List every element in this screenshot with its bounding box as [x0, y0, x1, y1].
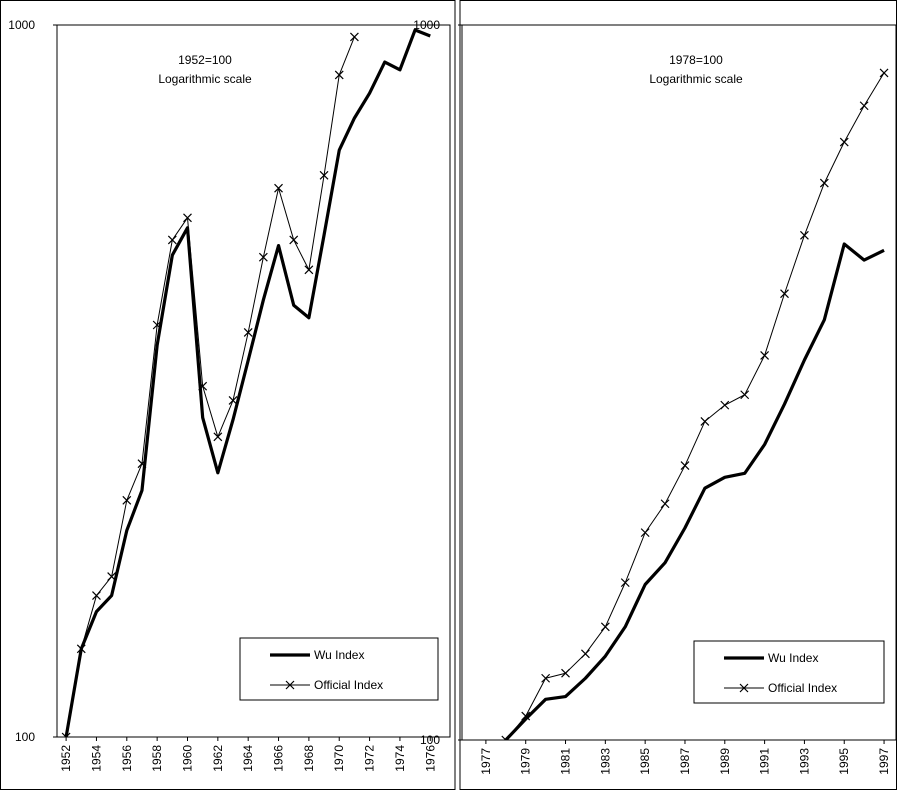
y-tick-label: 1000: [413, 18, 440, 32]
x-tick-label: 1989: [718, 748, 732, 775]
point-marker: [561, 668, 570, 678]
point-marker: [819, 178, 829, 188]
x-tick-label: 1977: [479, 748, 493, 775]
plot-frame: [56, 24, 451, 738]
point-marker: [700, 416, 710, 426]
point-marker: [521, 711, 531, 721]
x-tick-label: 1974: [393, 745, 407, 772]
point-marker: [720, 400, 730, 410]
x-tick-label: 1987: [678, 748, 692, 775]
point-marker: [319, 170, 329, 180]
point-marker: [107, 572, 117, 582]
point-marker: [680, 461, 690, 470]
point-marker: [167, 235, 177, 245]
legend-label: Wu Index: [314, 648, 364, 662]
point-marker: [501, 735, 511, 740]
point-marker: [76, 644, 86, 654]
legend-label: Official Index: [768, 681, 837, 695]
point-marker: [859, 101, 869, 111]
legend-box: [693, 640, 885, 704]
x-tick-label: 1983: [598, 748, 612, 775]
point-marker: [61, 732, 71, 737]
point-marker: [243, 328, 253, 337]
point-marker: [349, 32, 359, 42]
x-tick-label: 1985: [638, 748, 652, 775]
point-marker: [304, 265, 314, 275]
point-marker: [620, 578, 630, 588]
y-tick-label: 100: [420, 733, 440, 747]
point-marker: [600, 622, 610, 632]
point-marker: [183, 213, 192, 223]
x-tick-label: 1976: [423, 745, 437, 772]
x-tick-label: 1968: [302, 745, 316, 772]
y-tick-label: 100: [15, 730, 35, 744]
point-marker: [334, 70, 344, 80]
point-marker: [740, 390, 750, 400]
point-marker: [879, 68, 889, 78]
x-tick-label: 1964: [241, 745, 255, 772]
point-marker: [228, 395, 238, 405]
x-tick-label: 1956: [120, 745, 134, 772]
point-marker: [640, 528, 650, 538]
panel: 100 1000 1977 1979 1981 1983 1985 1987 1989 1991 1…: [413, 0, 897, 790]
x-tick-label: 1966: [272, 745, 286, 772]
point-marker: [289, 235, 299, 245]
legend-marker: [739, 683, 749, 693]
annotation: Logarithmic scale: [158, 72, 252, 86]
point-marker: [198, 381, 208, 391]
x-tick-label: 1972: [363, 745, 377, 772]
point-marker: [799, 230, 809, 240]
legend-marker: [285, 680, 295, 690]
x-tick-label: 1997: [877, 748, 891, 775]
x-tick-label: 1958: [150, 745, 164, 772]
y-tick-label: 1000: [8, 18, 35, 32]
panel: 100 1000 1952 1954 1956 1958 1960 1962 1964 1966 1…: [0, 0, 456, 790]
point-marker: [213, 432, 223, 442]
x-tick-label: 1991: [758, 748, 772, 775]
annotation: 1978=100: [669, 53, 723, 67]
point-marker: [92, 591, 101, 600]
x-tick-label: 1962: [211, 745, 225, 772]
x-tick-label: 1954: [89, 745, 103, 772]
series-line: [505, 72, 885, 740]
legend-label: Official Index: [314, 678, 383, 692]
x-tick-label: 1995: [837, 748, 851, 775]
x-tick-label: 1981: [559, 748, 573, 775]
point-marker: [122, 495, 132, 505]
point-marker: [137, 459, 147, 469]
legend-box: [239, 637, 439, 701]
plot-frame: [461, 24, 897, 741]
point-marker: [839, 137, 849, 147]
x-tick-label: 1960: [180, 745, 194, 772]
point-marker: [152, 320, 162, 330]
point-marker: [258, 252, 268, 262]
series-layer: [61, 28, 431, 737]
x-tick-label: 1993: [797, 748, 811, 775]
series-layer: [501, 68, 889, 740]
series-line: [65, 36, 355, 737]
point-marker: [541, 673, 551, 683]
legend-label: Wu Index: [768, 651, 818, 665]
point-marker: [581, 649, 590, 659]
x-tick-label: 1952: [59, 745, 73, 772]
point-marker: [660, 499, 670, 509]
x-tick-label: 1970: [332, 745, 346, 772]
point-marker: [760, 351, 770, 360]
x-tick-label: 1979: [519, 748, 533, 775]
annotation: 1952=100: [178, 53, 232, 67]
point-marker: [780, 289, 789, 299]
annotation: Logarithmic scale: [649, 72, 743, 86]
series-line: [504, 242, 885, 740]
series-line: [64, 28, 431, 737]
point-marker: [274, 183, 283, 193]
